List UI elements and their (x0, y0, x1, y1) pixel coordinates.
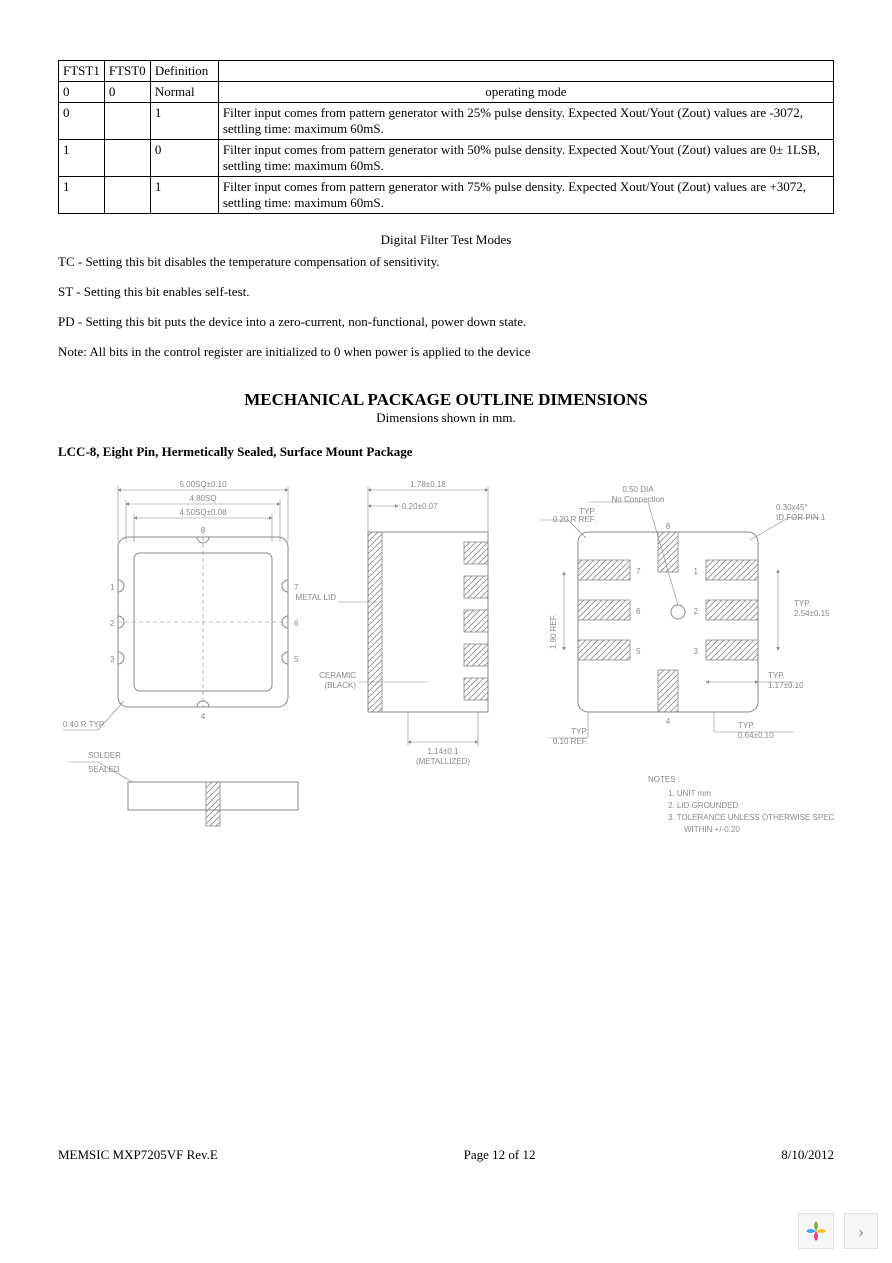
svg-text:7: 7 (636, 567, 641, 576)
page-footer: MEMSIC MXP7205VF Rev.E Page 12 of 12 8/1… (58, 1147, 834, 1163)
svg-text:8: 8 (666, 522, 671, 531)
svg-text:NOTES :: NOTES : (648, 775, 680, 784)
svg-text:TYP.: TYP. (768, 671, 785, 680)
footer-center: Page 12 of 12 (464, 1147, 536, 1163)
svg-text:TYP.: TYP. (571, 727, 588, 736)
svg-text:TYP.: TYP. (794, 599, 811, 608)
svg-text:0.10 REF.: 0.10 REF. (553, 737, 588, 746)
svg-text:6: 6 (636, 607, 641, 616)
svg-text:7: 7 (294, 583, 299, 592)
table-header-cell: FTST1 (59, 61, 105, 82)
svg-text:0.20±0.07: 0.20±0.07 (402, 502, 438, 511)
svg-text:8: 8 (201, 526, 206, 535)
table-caption: Digital Filter Test Modes (58, 232, 834, 248)
package-heading: LCC-8, Eight Pin, Hermetically Sealed, S… (58, 444, 834, 460)
svg-text:0.50 DIA: 0.50 DIA (622, 485, 654, 494)
section-title: MECHANICAL PACKAGE OUTLINE DIMENSIONS (58, 390, 834, 410)
svg-text:(METALLIZED): (METALLIZED) (416, 757, 470, 766)
note-st: ST - Setting this bit enables self-test. (58, 284, 834, 300)
svg-text:0.64±0.10: 0.64±0.10 (738, 731, 774, 740)
note-pd: PD - Setting this bit puts the device in… (58, 314, 834, 330)
note-tc: TC - Setting this bit disables the tempe… (58, 254, 834, 270)
svg-text:3: 3 (694, 647, 699, 656)
svg-text:SOLDER: SOLDER (88, 751, 121, 760)
mechanical-diagram: 5.00SQ±0.10 4.80SQ 4.50SQ±0.08 (58, 472, 834, 872)
svg-text:TYP.: TYP. (738, 721, 755, 730)
table-header-cell: Definition (150, 61, 218, 82)
section-subtitle: Dimensions shown in mm. (58, 410, 834, 426)
svg-text:No Connection: No Connection (612, 495, 665, 504)
filter-modes-table: FTST1FTST0Definition00Normaloperating mo… (58, 60, 834, 214)
svg-text:1.17±0.10: 1.17±0.10 (768, 681, 804, 690)
svg-text:3. TOLERANCE UNLESS OTHERWISE: 3. TOLERANCE UNLESS OTHERWISE SPECIFIED (668, 813, 834, 822)
svg-text:1.90 REF.: 1.90 REF. (549, 614, 558, 649)
svg-text:5.00SQ±0.10: 5.00SQ±0.10 (179, 480, 227, 489)
svg-text:WITHIN +/-0.20: WITHIN +/-0.20 (684, 825, 740, 834)
svg-text:2.54±0.15: 2.54±0.15 (794, 609, 830, 618)
viewer-widget: › (798, 1213, 878, 1249)
svg-text:1.14±0.1: 1.14±0.1 (427, 747, 459, 756)
svg-text:ID FOR PIN 1: ID FOR PIN 1 (776, 513, 826, 522)
svg-text:1. UNIT mm: 1. UNIT mm (668, 789, 711, 798)
svg-text:5: 5 (294, 655, 299, 664)
footer-right: 8/10/2012 (781, 1147, 834, 1163)
table-row: 00Normaloperating mode (59, 82, 834, 103)
table-row: 10Filter input comes from pattern genera… (59, 140, 834, 177)
svg-text:4: 4 (666, 717, 671, 726)
note-init: Note: All bits in the control register a… (58, 344, 834, 360)
svg-text:0.20 R REF.: 0.20 R REF. (553, 515, 596, 524)
svg-text:(BLACK): (BLACK) (324, 681, 356, 690)
svg-text:METAL LID: METAL LID (296, 593, 337, 602)
svg-text:CERAMIC: CERAMIC (319, 671, 356, 680)
svg-text:0.30x45°: 0.30x45° (776, 503, 808, 512)
table-row: 11Filter input comes from pattern genera… (59, 177, 834, 214)
footer-left: MEMSIC MXP7205VF Rev.E (58, 1147, 218, 1163)
svg-text:3: 3 (110, 655, 115, 664)
svg-text:2: 2 (110, 619, 115, 628)
svg-text:SEALED: SEALED (88, 765, 120, 774)
table-header-cell: FTST0 (104, 61, 150, 82)
chevron-right-icon: › (858, 1221, 864, 1242)
logo-icon[interactable] (798, 1213, 834, 1249)
svg-text:2. LID GROUNDED: 2. LID GROUNDED (668, 801, 738, 810)
svg-text:2: 2 (694, 607, 699, 616)
next-page-button[interactable]: › (844, 1213, 878, 1249)
table-header-cell (218, 61, 833, 82)
svg-text:5: 5 (636, 647, 641, 656)
svg-text:1.78±0.18: 1.78±0.18 (410, 480, 446, 489)
svg-text:1: 1 (694, 567, 699, 576)
svg-text:4.80SQ: 4.80SQ (189, 494, 216, 503)
svg-text:6: 6 (294, 619, 299, 628)
svg-text:0.40 R TYP.: 0.40 R TYP. (63, 720, 105, 729)
table-row: 01Filter input comes from pattern genera… (59, 103, 834, 140)
svg-text:4.50SQ±0.08: 4.50SQ±0.08 (179, 508, 227, 517)
svg-text:1: 1 (110, 583, 115, 592)
svg-text:4: 4 (201, 712, 206, 721)
